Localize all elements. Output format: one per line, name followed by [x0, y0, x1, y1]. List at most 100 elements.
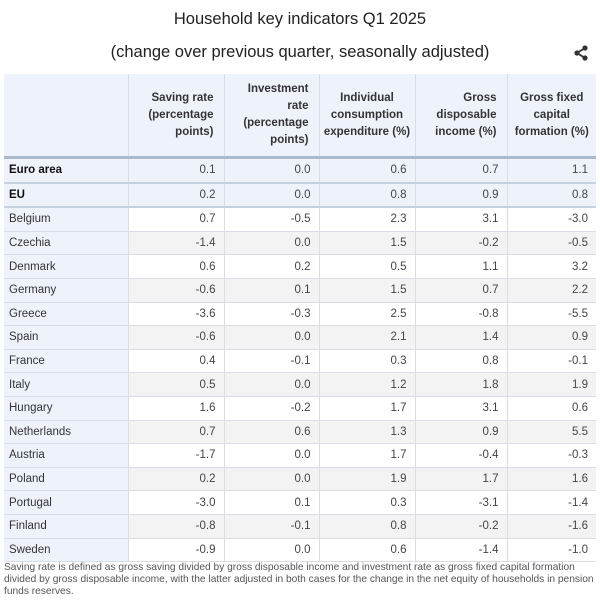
cell-saving-rate: 0.5 [127, 372, 224, 397]
cell-disposable-income: 3.1 [414, 207, 507, 232]
cell-saving-rate: -3.0 [127, 490, 224, 515]
table-row: France 0.4 -0.1 0.3 0.8 -0.1 [4, 349, 596, 374]
cell-consumption-expenditure: 0.6 [318, 538, 415, 563]
cell-saving-rate: 0.2 [127, 467, 224, 492]
cell-investment-rate: -0.1 [223, 514, 319, 539]
cell-consumption-expenditure: 2.3 [318, 207, 415, 232]
cell-disposable-income: -1.4 [414, 538, 507, 563]
cell-saving-rate: -0.6 [127, 278, 224, 303]
cell-capital-formation: -0.3 [506, 443, 596, 468]
table-row: Denmark 0.6 0.2 0.5 1.1 3.2 [4, 254, 596, 279]
cell-capital-formation: -5.5 [506, 302, 596, 327]
table-row: Sweden -0.9 0.0 0.6 -1.4 -1.0 [4, 538, 596, 563]
row-label: Poland [4, 467, 128, 492]
table-row: Poland 0.2 0.0 1.9 1.7 1.6 [4, 467, 596, 492]
row-label: Spain [4, 325, 128, 350]
table-row: Austria -1.7 0.0 1.7 -0.4 -0.3 [4, 443, 596, 468]
column-header-consumption-expenditure: Individual consumption expenditure (%) [318, 74, 415, 159]
cell-investment-rate: 0.0 [223, 182, 319, 209]
cell-disposable-income: 1.4 [414, 325, 507, 350]
row-label: France [4, 349, 128, 374]
table-row: Belgium 0.7 -0.5 2.3 3.1 -3.0 [4, 207, 596, 232]
cell-disposable-income: 0.9 [414, 182, 507, 209]
cell-investment-rate: 0.1 [223, 490, 319, 515]
cell-investment-rate: 0.0 [223, 372, 319, 397]
cell-investment-rate: -0.2 [223, 396, 319, 421]
table-row: Greece -3.6 -0.3 2.5 -0.8 -5.5 [4, 302, 596, 327]
cell-saving-rate: 0.2 [127, 182, 224, 209]
cell-investment-rate: 0.2 [223, 254, 319, 279]
cell-capital-formation: -1.0 [506, 538, 596, 563]
cell-disposable-income: 0.8 [414, 349, 507, 374]
cell-saving-rate: 1.6 [127, 396, 224, 421]
cell-disposable-income: 0.7 [414, 157, 507, 184]
row-label: EU [4, 182, 128, 209]
cell-capital-formation: -1.4 [506, 490, 596, 515]
cell-disposable-income: -0.2 [414, 514, 507, 539]
cell-investment-rate: 0.0 [223, 157, 319, 184]
row-label: Hungary [4, 396, 128, 421]
cell-consumption-expenditure: 0.5 [318, 254, 415, 279]
table-row: Spain -0.6 0.0 2.1 1.4 0.9 [4, 325, 596, 350]
row-label: Austria [4, 443, 128, 468]
column-header-country [4, 74, 128, 159]
cell-disposable-income: -0.4 [414, 443, 507, 468]
cell-saving-rate: -1.7 [127, 443, 224, 468]
column-header-capital-formation: Gross fixed capital formation (%) [506, 74, 596, 159]
cell-disposable-income: 3.1 [414, 396, 507, 421]
table-row: Hungary 1.6 -0.2 1.7 3.1 0.6 [4, 396, 596, 421]
cell-investment-rate: -0.3 [223, 302, 319, 327]
cell-saving-rate: -3.6 [127, 302, 224, 327]
cell-saving-rate: 0.7 [127, 207, 224, 232]
cell-consumption-expenditure: 1.7 [318, 396, 415, 421]
cell-capital-formation: 1.9 [506, 372, 596, 397]
cell-saving-rate: -0.8 [127, 514, 224, 539]
table-row: Germany -0.6 0.1 1.5 0.7 2.2 [4, 278, 596, 303]
cell-disposable-income: 0.7 [414, 278, 507, 303]
cell-disposable-income: 1.1 [414, 254, 507, 279]
cell-consumption-expenditure: 1.5 [318, 278, 415, 303]
row-label: Belgium [4, 207, 128, 232]
cell-capital-formation: 1.6 [506, 467, 596, 492]
cell-disposable-income: -0.2 [414, 231, 507, 256]
footnote: Saving rate is defined as gross saving d… [4, 562, 594, 597]
cell-disposable-income: 1.8 [414, 372, 507, 397]
cell-capital-formation: 5.5 [506, 420, 596, 445]
cell-disposable-income: -0.8 [414, 302, 507, 327]
cell-consumption-expenditure: 0.8 [318, 514, 415, 539]
column-header-investment-rate: Investment rate (percentage points) [223, 74, 319, 159]
cell-capital-formation: 0.9 [506, 325, 596, 350]
cell-investment-rate: 0.1 [223, 278, 319, 303]
cell-disposable-income: 0.9 [414, 420, 507, 445]
table-row: Finland -0.8 -0.1 0.8 -0.2 -1.6 [4, 514, 596, 539]
cell-consumption-expenditure: 1.5 [318, 231, 415, 256]
cell-investment-rate: 0.0 [223, 443, 319, 468]
row-label: Czechia [4, 231, 128, 256]
cell-capital-formation: -0.1 [506, 349, 596, 374]
table-row: Italy 0.5 0.0 1.2 1.8 1.9 [4, 372, 596, 397]
cell-investment-rate: 0.0 [223, 325, 319, 350]
cell-capital-formation: 1.1 [506, 157, 596, 184]
cell-investment-rate: 0.6 [223, 420, 319, 445]
cell-capital-formation: 0.6 [506, 396, 596, 421]
page-subtitle: (change over previous quarter, seasonall… [110, 43, 490, 61]
cell-disposable-income: 1.7 [414, 467, 507, 492]
row-label: Euro area [4, 157, 128, 184]
table-row: Netherlands 0.7 0.6 1.3 0.9 5.5 [4, 420, 596, 445]
cell-investment-rate: 0.0 [223, 231, 319, 256]
cell-capital-formation: -3.0 [506, 207, 596, 232]
cell-consumption-expenditure: 0.8 [318, 182, 415, 209]
row-label: Finland [4, 514, 128, 539]
cell-capital-formation: 2.2 [506, 278, 596, 303]
aggregate-row: Euro area 0.1 0.0 0.6 0.7 1.1 [4, 157, 596, 184]
cell-consumption-expenditure: 2.1 [318, 325, 415, 350]
column-header-saving-rate: Saving rate (percentage points) [127, 74, 224, 159]
cell-disposable-income: -3.1 [414, 490, 507, 515]
cell-saving-rate: -1.4 [127, 231, 224, 256]
table-row: Portugal -3.0 0.1 0.3 -3.1 -1.4 [4, 490, 596, 515]
cell-consumption-expenditure: 1.9 [318, 467, 415, 492]
cell-investment-rate: -0.1 [223, 349, 319, 374]
cell-capital-formation: -1.6 [506, 514, 596, 539]
share-icon[interactable] [572, 44, 590, 62]
row-label: Sweden [4, 538, 128, 563]
